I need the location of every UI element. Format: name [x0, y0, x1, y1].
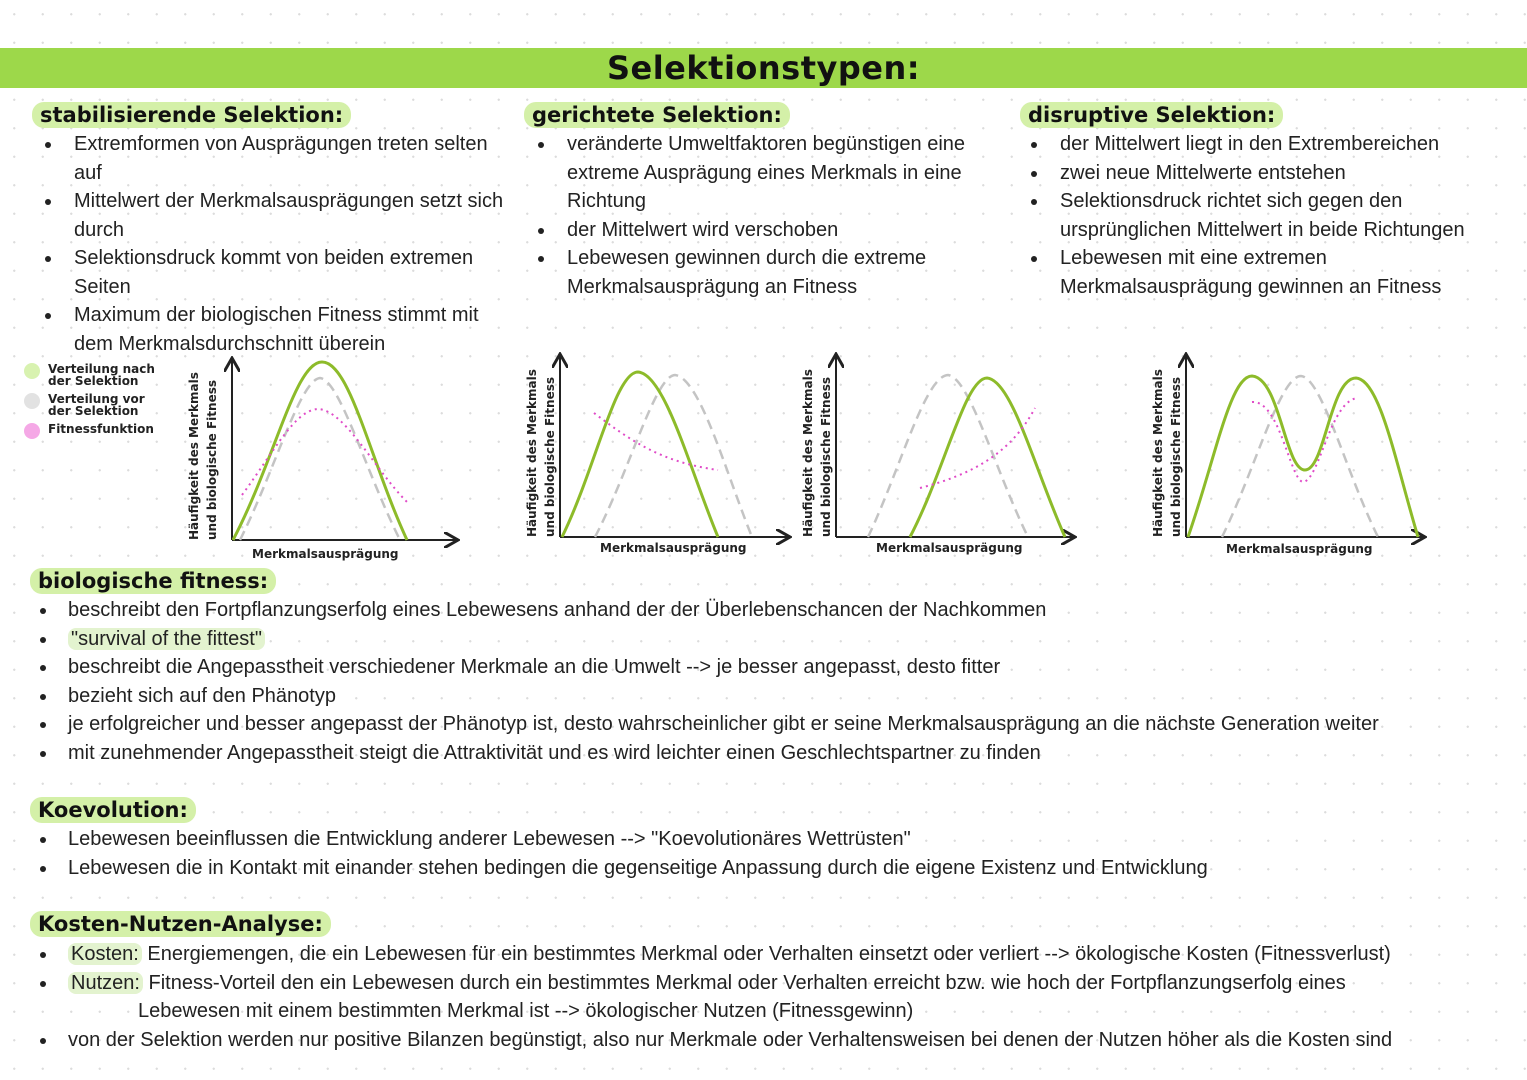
list-item: Lebewesen die in Kontakt mit einander st…: [40, 854, 1510, 883]
curve-before: [866, 373, 1030, 538]
list-item: von der Selektion werden nur positive Bi…: [40, 1026, 1510, 1055]
list-item: "survival of the fittest": [40, 625, 1510, 654]
list-item: mit zunehmender Angepasstheit steigt die…: [40, 739, 1510, 768]
list-item: veränderte Umweltfaktoren begünstigen ei…: [538, 130, 978, 216]
y-axis-label: Häufigkeit des Merkmals: [1151, 369, 1165, 537]
legend-swatch: [24, 363, 40, 379]
legend: Verteilung nach der Selektion Verteilung…: [24, 363, 178, 445]
curve-before: [238, 376, 402, 541]
y-axis-label: Häufigkeit des Merkmals: [187, 372, 201, 540]
axes: [231, 360, 456, 540]
heading-gerichtet: gerichtete Selektion:: [524, 102, 790, 128]
curve-after: [560, 370, 720, 538]
curve-before: [1220, 374, 1380, 538]
list-koevolution: Lebewesen beeinflussen die Entwicklung a…: [40, 825, 1510, 882]
list-stabilisierend: Extremformen von Ausprägungen treten sel…: [45, 130, 505, 358]
legend-swatch: [24, 423, 40, 439]
title-banner: Selektionstypen:: [0, 48, 1527, 88]
fitness-function: [241, 407, 408, 503]
heading-koevolution: Koevolution:: [30, 797, 196, 823]
x-axis-label: Merkmalsausprägung: [1226, 542, 1373, 556]
curve-before: [593, 373, 754, 538]
y-axis-label: und biologische Fitness: [1169, 377, 1183, 537]
diagram-directional-before: Merkmalsausprägung Häufigkeit des Merkma…: [525, 356, 788, 555]
list-gerichtet: veränderte Umweltfaktoren begünstigen ei…: [538, 130, 978, 301]
diagram-disruptive: Merkmalsausprägung Häufigkeit des Merkma…: [1151, 356, 1423, 556]
list-item-nutzen: Nutzen: Fitness-Vorteil den ein Lebewese…: [40, 969, 1510, 1026]
diagram-directional-after: Merkmalsausprägung Häufigkeit des Merkma…: [801, 356, 1073, 555]
list-item: beschreibt die Angepasstheit verschieden…: [40, 653, 1510, 682]
y-axis-label: und biologische Fitness: [543, 377, 557, 537]
list-item: Selektionsdruck kommt von beiden extreme…: [45, 244, 505, 301]
list-disruptiv: der Mittelwert liegt in den Extrembereic…: [1031, 130, 1501, 301]
list-item: der Mittelwert wird verschoben: [538, 216, 978, 245]
legend-item-before: Verteilung vor der Selektion: [24, 393, 178, 417]
fitness-function: [919, 407, 1036, 489]
list-item-kosten: Kosten: Energiemengen, die ein Lebewesen…: [40, 940, 1510, 969]
legend-item-fitness: Fitnessfunktion: [24, 423, 178, 439]
list-item: zwei neue Mittelwerte entstehen: [1031, 159, 1501, 188]
list-item: Selektionsdruck richtet sich gegen den u…: [1031, 187, 1501, 244]
list-item: Lebewesen mit eine extremen Merkmalsausp…: [1031, 244, 1501, 301]
y-axis-label: und biologische Fitness: [819, 377, 833, 537]
y-axis-label: Häufigkeit des Merkmals: [801, 369, 815, 537]
list-item: der Mittelwert liegt in den Extrembereic…: [1031, 130, 1501, 159]
heading-fitness: biologische fitness:: [30, 568, 277, 594]
diagram-stabilizing: Merkmalsausprägung Häufigkeit des Merkma…: [187, 360, 456, 561]
list-fitness: beschreibt den Fortpflanzungserfolg eine…: [40, 596, 1510, 767]
curve-after: [1186, 374, 1420, 538]
fitness-function: [593, 412, 719, 471]
x-axis-label: Merkmalsausprägung: [876, 541, 1023, 555]
heading-kosten-nutzen: Kosten-Nutzen-Analyse:: [30, 911, 331, 937]
x-axis-label: Merkmalsausprägung: [600, 541, 747, 555]
heading-stabilisierend: stabilisierende Selektion:: [32, 102, 352, 128]
list-item: Lebewesen beeinflussen die Entwicklung a…: [40, 825, 1510, 854]
list-kosten-nutzen: Kosten: Energiemengen, die ein Lebewesen…: [40, 940, 1510, 1054]
y-axis-label: und biologische Fitness: [205, 380, 219, 540]
curve-after: [908, 376, 1067, 538]
x-axis-label: Merkmalsausprägung: [252, 547, 399, 561]
list-item: Mittelwert der Merkmalsausprägungen setz…: [45, 187, 505, 244]
y-axis-label: Häufigkeit des Merkmals: [525, 369, 539, 537]
legend-swatch: [24, 393, 40, 409]
page-title: Selektionstypen:: [606, 49, 921, 87]
list-item: je erfolgreicher und besser angepasst de…: [40, 710, 1510, 739]
curve-after: [231, 360, 409, 541]
list-item: bezieht sich auf den Phänotyp: [40, 682, 1510, 711]
legend-item-after: Verteilung nach der Selektion: [24, 363, 178, 387]
heading-disruptiv: disruptive Selektion:: [1020, 102, 1284, 128]
list-item: Lebewesen gewinnen durch die extreme Mer…: [538, 244, 978, 301]
list-item: Maximum der biologischen Fitness stimmt …: [45, 301, 505, 358]
list-item: Extremformen von Ausprägungen treten sel…: [45, 130, 505, 187]
list-item: beschreibt den Fortpflanzungserfolg eine…: [40, 596, 1510, 625]
